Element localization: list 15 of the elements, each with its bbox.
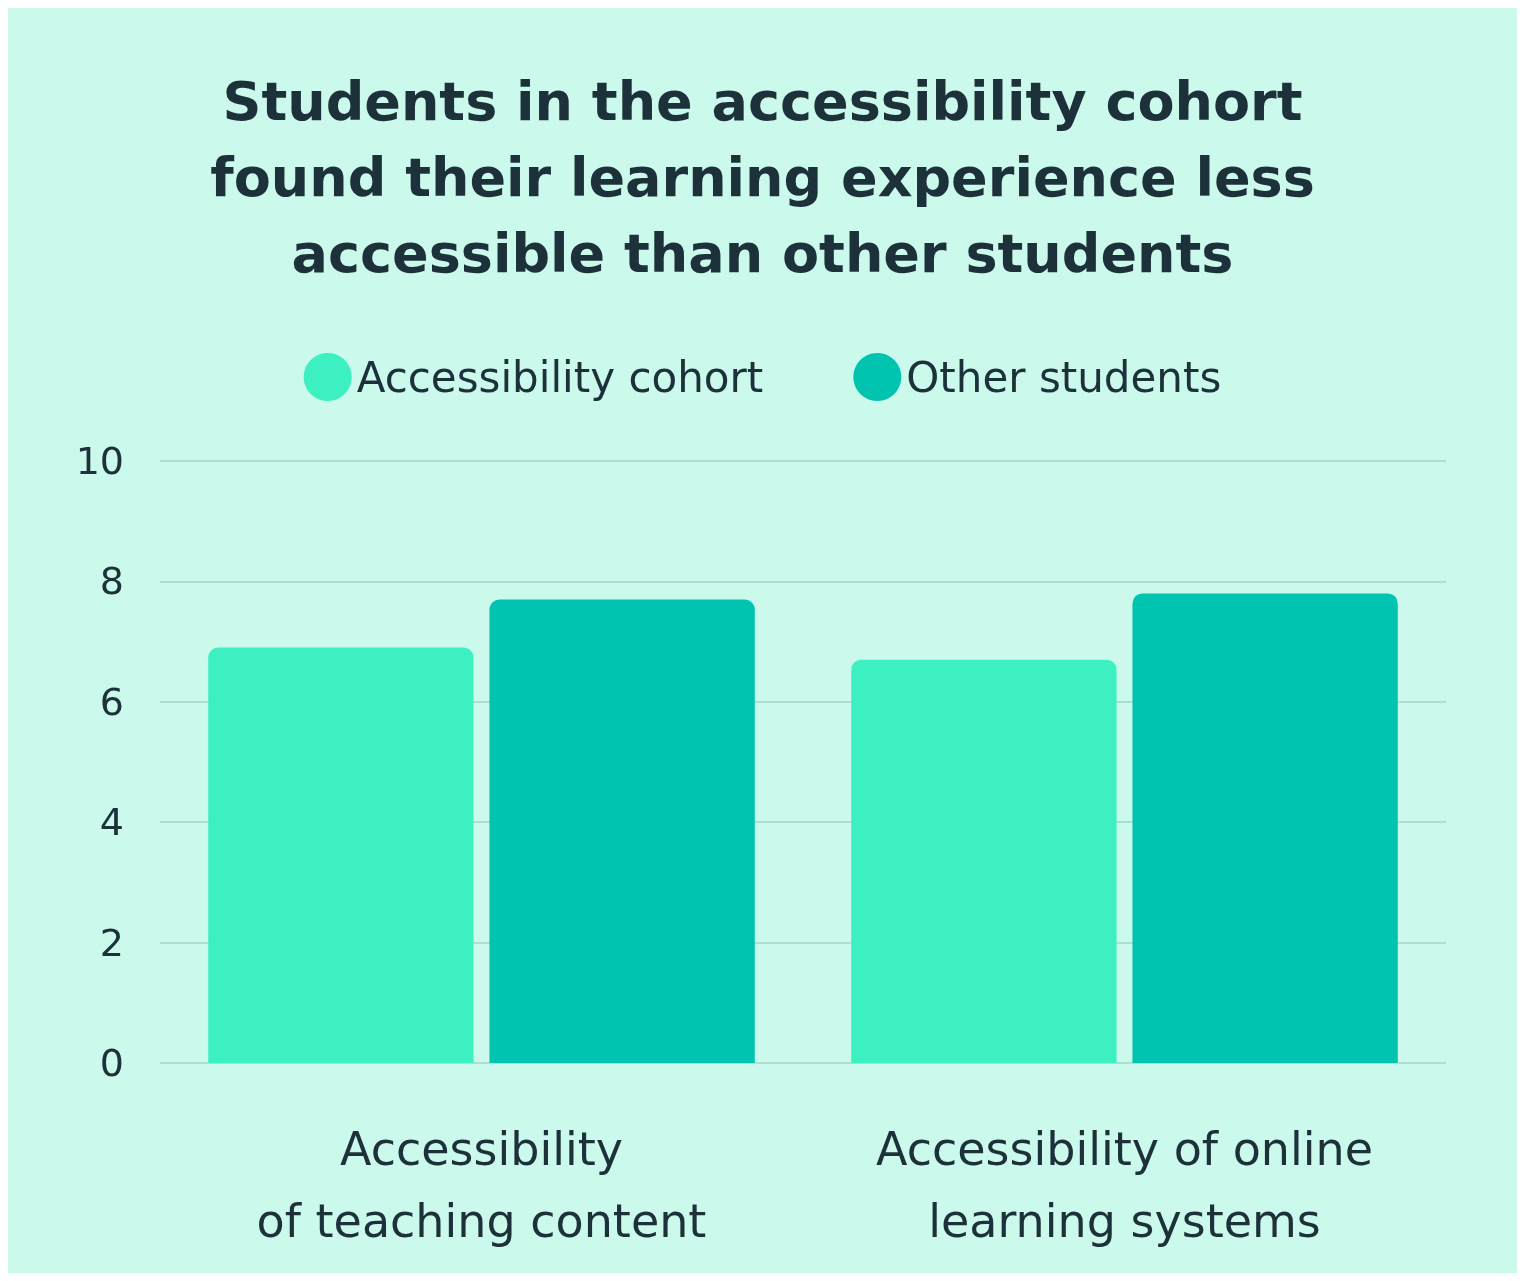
bar: [208, 647, 474, 1063]
bar: [489, 599, 755, 1063]
y-tick-label: 0: [99, 1041, 124, 1085]
y-tick-label: 8: [99, 559, 124, 604]
bar: [851, 659, 1117, 1063]
bar: [1132, 593, 1398, 1063]
y-tick-label: 2: [99, 920, 124, 965]
y-tick-label: 10: [75, 439, 124, 483]
x-tick-label: Accessibility of teaching content: [256, 1122, 707, 1248]
chart-title: Students in the accessibility cohort found their learning experience less accessible than other students: [210, 69, 1315, 285]
y-tick-label: 4: [99, 800, 124, 845]
x-tick-label: Accessibility of online learning systems: [876, 1122, 1373, 1248]
y-tick-label: 6: [99, 679, 124, 724]
legend-label: Other students: [906, 352, 1222, 402]
legend-label: Accessibility cohort: [356, 352, 764, 402]
